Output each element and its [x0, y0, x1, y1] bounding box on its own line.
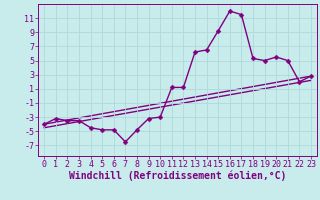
X-axis label: Windchill (Refroidissement éolien,°C): Windchill (Refroidissement éolien,°C) [69, 171, 286, 181]
